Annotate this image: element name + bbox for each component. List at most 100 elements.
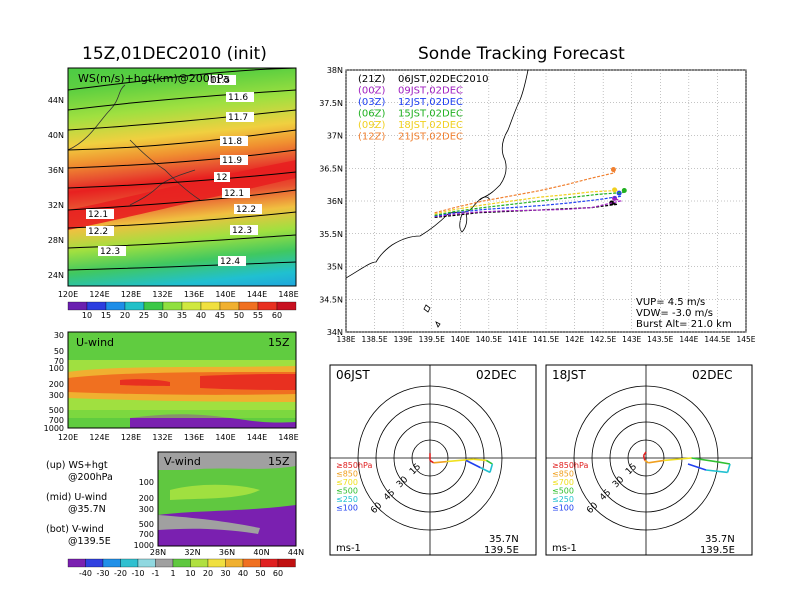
lon-tick-label: 148E (278, 433, 298, 442)
colorbar-swatch (207, 558, 226, 568)
lat-tick-label: 32N (48, 201, 64, 210)
pressure-tick: 300 (139, 505, 154, 514)
colorbar-swatch (102, 558, 121, 568)
lon-tick-label: 136E (184, 433, 204, 442)
hodo-right-lon: 139.5E (700, 545, 735, 556)
colorbar-label: 50 (255, 569, 265, 578)
contour-label: 12.3 (232, 226, 252, 236)
hodograph-segment (705, 469, 728, 474)
colorbar-swatch (67, 558, 86, 568)
legend-jst: 18JST,02DEC (398, 120, 463, 131)
lon-tick-label: 142E (565, 335, 584, 344)
lon-tick-label: 140E (215, 290, 235, 299)
top-panel-label: WS(m/s)+hgt(km)@200hPa (78, 72, 230, 85)
contour-label: 12.1 (88, 210, 108, 220)
pressure-tick: 500 (139, 520, 154, 529)
pressure-level-label: ≤850 (336, 470, 358, 479)
lon-tick-label: 141E (508, 335, 527, 344)
legend-jst: 09JST,02DEC (398, 86, 463, 97)
lon-tick-label: 141.5E (533, 335, 559, 344)
note-mid-label: (mid) U-wind (46, 492, 108, 503)
hodograph-segment (726, 463, 731, 473)
lat-tick-label: 40N (253, 548, 269, 557)
pressure-level-label: ≤500 (336, 487, 358, 496)
note-up-label: (up) WS+hgt (46, 460, 108, 471)
lon-tick-label: 144E (679, 335, 698, 344)
lat-tick-label: 44N (288, 548, 304, 557)
lat-tick-label: 36N (48, 166, 64, 175)
contour-label-bg (208, 75, 236, 85)
note-bot-label: (bot) V-wind (46, 524, 104, 535)
burst-text: Burst Alt= 21.0 km (636, 319, 732, 330)
colorbar-label: -1 (152, 569, 160, 578)
contour-label: 12.2 (236, 205, 256, 215)
legend-jst: 06JST,02DEC2010 (398, 74, 488, 85)
pressure-level-label: ≤100 (552, 504, 574, 513)
hodo-left-lat: 35.7N (489, 534, 519, 545)
note-bot-detail: @139.5E (68, 536, 111, 547)
colorbar-label: 50 (234, 311, 244, 320)
hodograph-segment (473, 458, 487, 462)
colorbar-label: 55 (253, 311, 263, 320)
track-line (434, 197, 623, 218)
track-end-point (610, 167, 616, 173)
hodograph-segment (446, 458, 474, 463)
pressure-level-label: ≤100 (336, 504, 358, 513)
pressure-tick: 500 (49, 406, 64, 415)
left-title: 15Z,01DEC2010 (init) (82, 44, 267, 64)
pressure-tick: 700 (49, 416, 64, 425)
v-panel-time: 15Z (268, 455, 290, 468)
contour-label-bg (220, 136, 248, 146)
pressure-tick: 100 (49, 364, 64, 373)
colorbar-label: 60 (273, 569, 283, 578)
lat-tick-label: 34.5N (319, 295, 343, 304)
lon-tick-label: 145E (736, 335, 755, 344)
pressure-level-label: ≤500 (552, 487, 574, 496)
colorbar-swatch (155, 558, 174, 568)
lon-tick-label: 124E (89, 290, 109, 299)
lon-tick-label: 144.5E (704, 335, 730, 344)
legend-utc: (03Z) (358, 97, 385, 108)
lon-tick-label: 144E (247, 433, 267, 442)
legend-jst: 21JST,02DEC (398, 132, 463, 143)
lat-tick-label: 28N (150, 548, 166, 557)
colorbar-label: 35 (177, 311, 187, 320)
note-mid-detail: @35.7N (68, 504, 106, 515)
u-panel-time: 15Z (268, 336, 290, 349)
colorbar-swatch (260, 558, 279, 568)
lon-tick-label: 120E (58, 433, 78, 442)
pressure-level-label: ≤850 (552, 470, 574, 479)
contour-label: 11.6 (228, 93, 248, 103)
pressure-tick: 30 (54, 331, 64, 340)
colorbar-label: 30 (220, 569, 230, 578)
vup-text: VUP= 4.5 m/s (636, 297, 706, 308)
lon-tick-label: 140E (215, 433, 235, 442)
lon-tick-label: 144E (247, 290, 267, 299)
lon-tick-label: 142.5E (590, 335, 616, 344)
legend-utc: (00Z) (358, 86, 385, 97)
note-up-detail: @200hPa (68, 472, 113, 483)
lat-tick-label: 44N (48, 96, 64, 105)
pressure-level-label: ≤250 (336, 495, 358, 504)
v-panel-label: V-wind (164, 455, 201, 468)
contour-label-bg (234, 204, 262, 214)
colorbar-label: 1 (170, 569, 175, 578)
legend-utc: (06Z) (358, 109, 385, 120)
hodograph-segment (642, 455, 646, 461)
colorbar-swatch (225, 558, 244, 568)
lat-tick-label: 34N (327, 328, 343, 337)
colorbar-swatch (190, 558, 209, 568)
pressure-tick: 200 (49, 380, 64, 389)
colorbar-label: 45 (215, 311, 225, 320)
hodograph-segment (465, 459, 481, 469)
lat-tick-label: 35N (327, 263, 343, 272)
lon-tick-label: 143.5E (647, 335, 673, 344)
lon-tick-label: 128E (121, 290, 141, 299)
colorbar-swatch (172, 558, 191, 568)
pressure-tick: 100 (139, 478, 154, 487)
lat-tick-label: 36.5N (319, 164, 343, 173)
pressure-tick: 300 (49, 391, 64, 400)
